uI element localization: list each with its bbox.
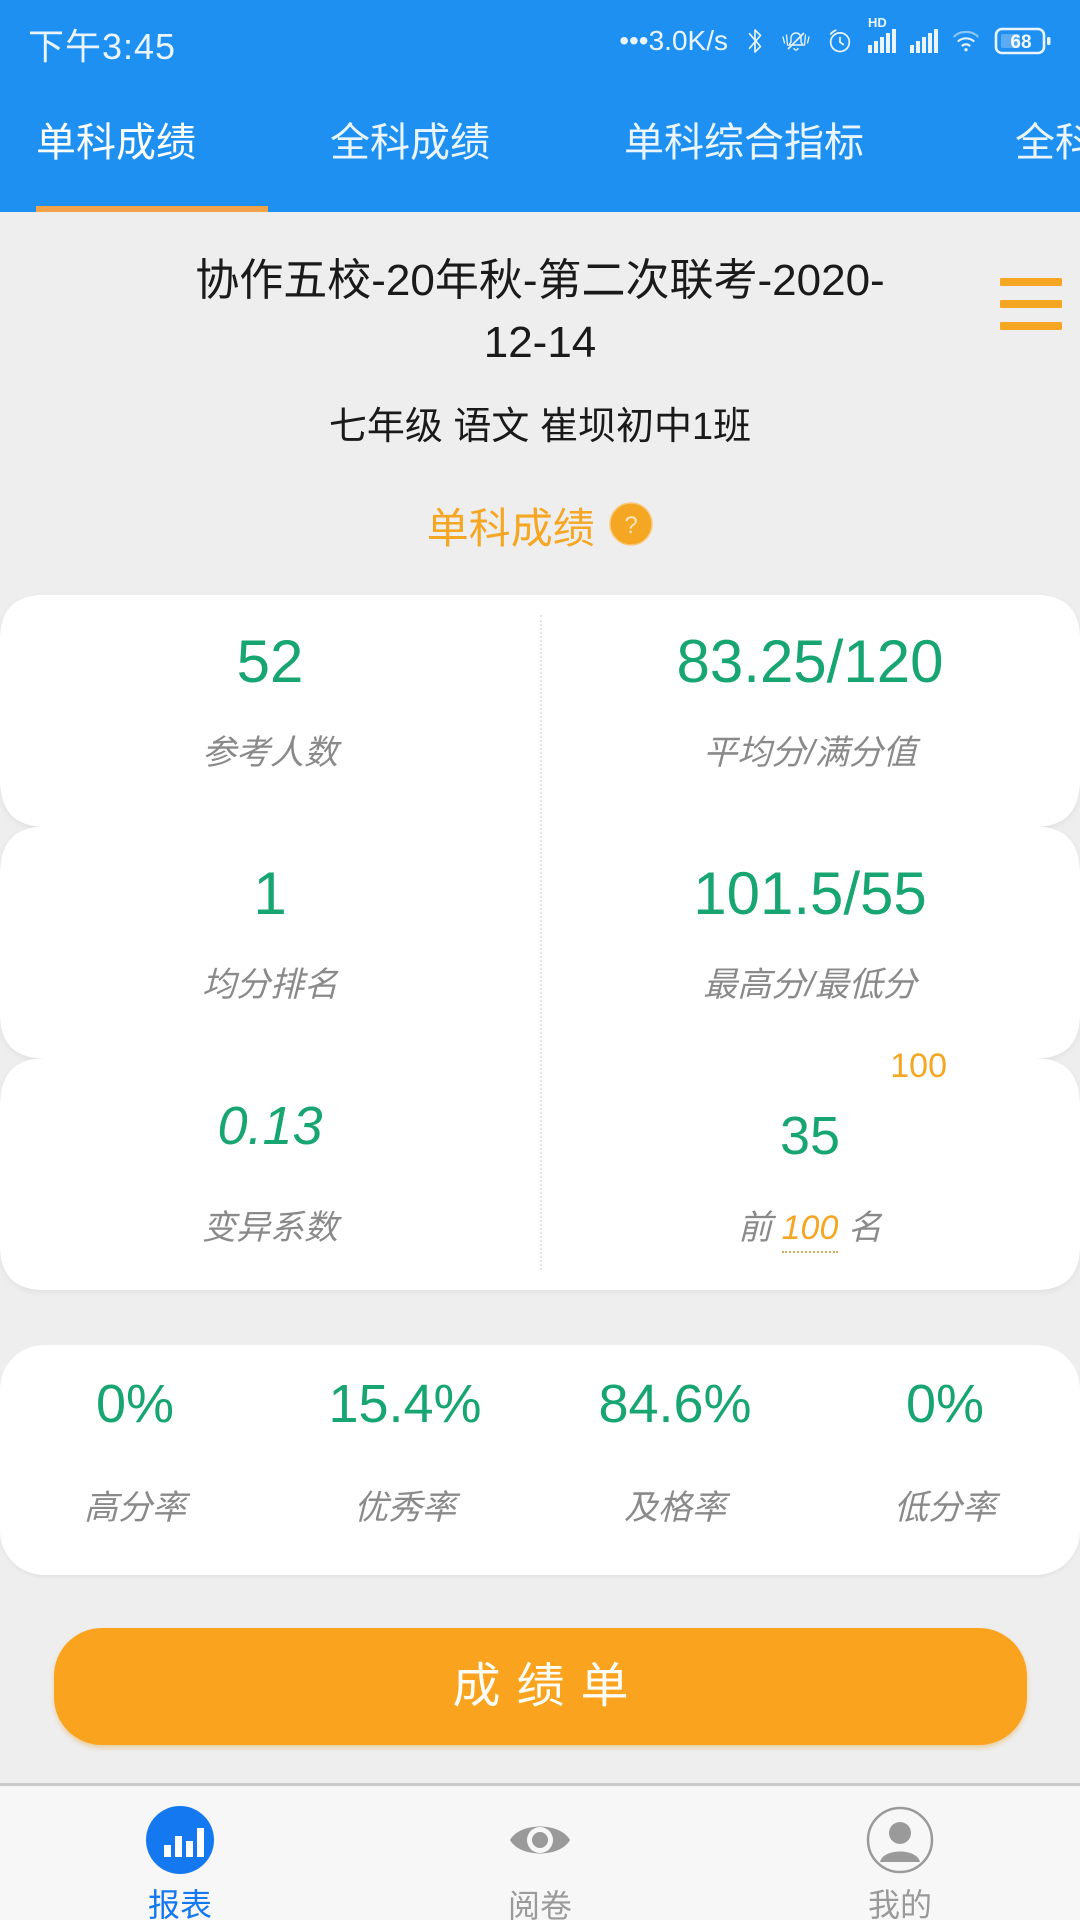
svg-text:?: ?	[625, 512, 638, 539]
svg-text:68: 68	[1010, 32, 1031, 53]
